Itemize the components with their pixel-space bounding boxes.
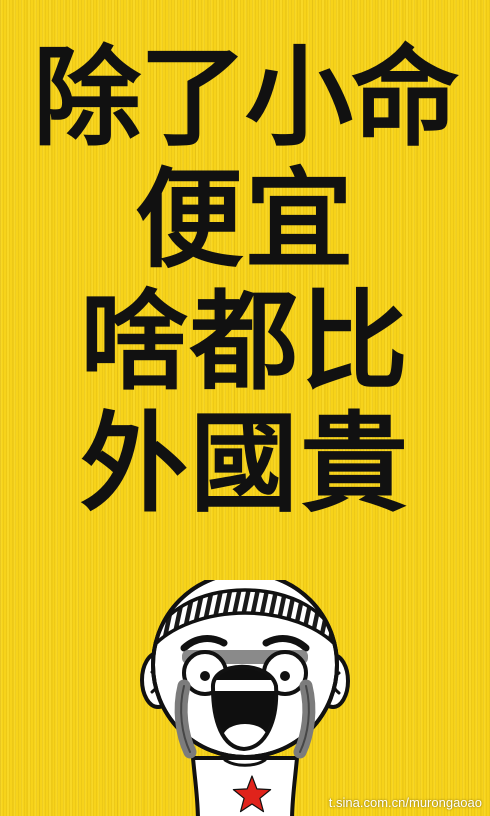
watermark: t.sina.com.cn/murongaoao [328,795,482,810]
hair [153,588,337,652]
headline-line-2: 便宜 [134,158,355,283]
crying-laughing-boy-icon [140,580,350,816]
headline-line-1: 除了小命 [32,36,459,161]
mouth [210,664,279,751]
headline-line-4: 外國貴 [79,402,410,527]
red-star-icon [232,775,272,813]
headline: 除了小命 便宜 啥都比 外國貴 [0,38,490,526]
headline-line-3: 啥都比 [79,280,410,405]
shirt [191,756,299,816]
